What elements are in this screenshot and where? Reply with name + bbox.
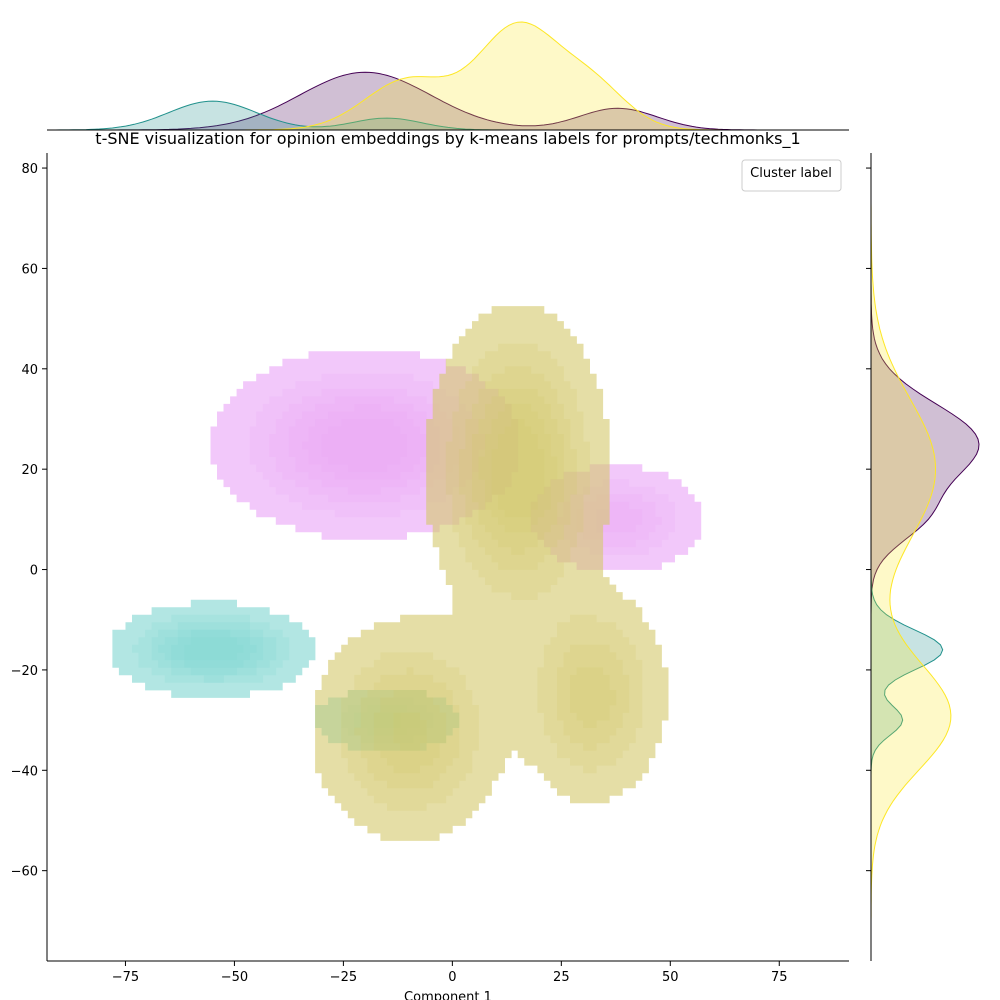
series-2-level-4 [393, 403, 558, 751]
series-2-density [315, 306, 669, 841]
right-marginal [870, 153, 980, 961]
series-2-level-5 [491, 419, 545, 518]
x-tick-label: −50 [221, 970, 248, 985]
y-tick-label: −60 [11, 865, 38, 880]
x-axis-label: Component 1 [404, 990, 492, 1000]
series-1-level-5 [184, 637, 244, 661]
series-1-level-2 [151, 622, 420, 736]
series-2-level-2 [354, 366, 630, 789]
series-0-level-4 [302, 403, 427, 480]
main-plot-area [112, 306, 702, 841]
series-0-level-5 [321, 419, 407, 473]
series-0-level-3 [288, 396, 643, 533]
y-tick-label: −20 [11, 664, 38, 679]
x-tick-label: 0 [448, 970, 456, 985]
legend-frame [741, 159, 842, 192]
legend-title: Cluster label [750, 166, 832, 181]
chart-title: t-SNE visualization for opinion embeddin… [95, 129, 800, 149]
series-2-level-0 [315, 306, 669, 841]
series-0-level-2 [269, 388, 662, 548]
y-tick-label: 0 [30, 564, 38, 579]
x-axis-ticks: −75 −50 −25 0 25 50 75 [112, 961, 788, 985]
x-tick-label: 75 [771, 970, 788, 985]
right-marginal-series-2 [870, 153, 952, 961]
y-tick-label: 80 [21, 162, 38, 177]
y-tick-label: 40 [21, 363, 38, 378]
legend: Cluster label [741, 159, 842, 192]
series-2-level-1 [341, 343, 643, 811]
series-1-level-3 [158, 629, 401, 728]
x-tick-label: −25 [330, 970, 357, 985]
x-tick-label: 50 [662, 970, 679, 985]
y-tick-label: −40 [11, 764, 38, 779]
top-marginal [47, 21, 849, 131]
y-tick-label: 20 [21, 463, 38, 478]
x-tick-label: −75 [112, 970, 139, 985]
y-tick-label: 60 [21, 262, 38, 277]
series-1-level-4 [171, 629, 257, 668]
series-2-level-3 [373, 388, 617, 774]
x-tick-label: 25 [553, 970, 570, 985]
top-marginal-series-0 [47, 71, 849, 131]
y-axis-ticks: −60 −40 −20 0 20 40 60 80 [11, 162, 47, 880]
right-marginal-ticks [866, 167, 871, 872]
